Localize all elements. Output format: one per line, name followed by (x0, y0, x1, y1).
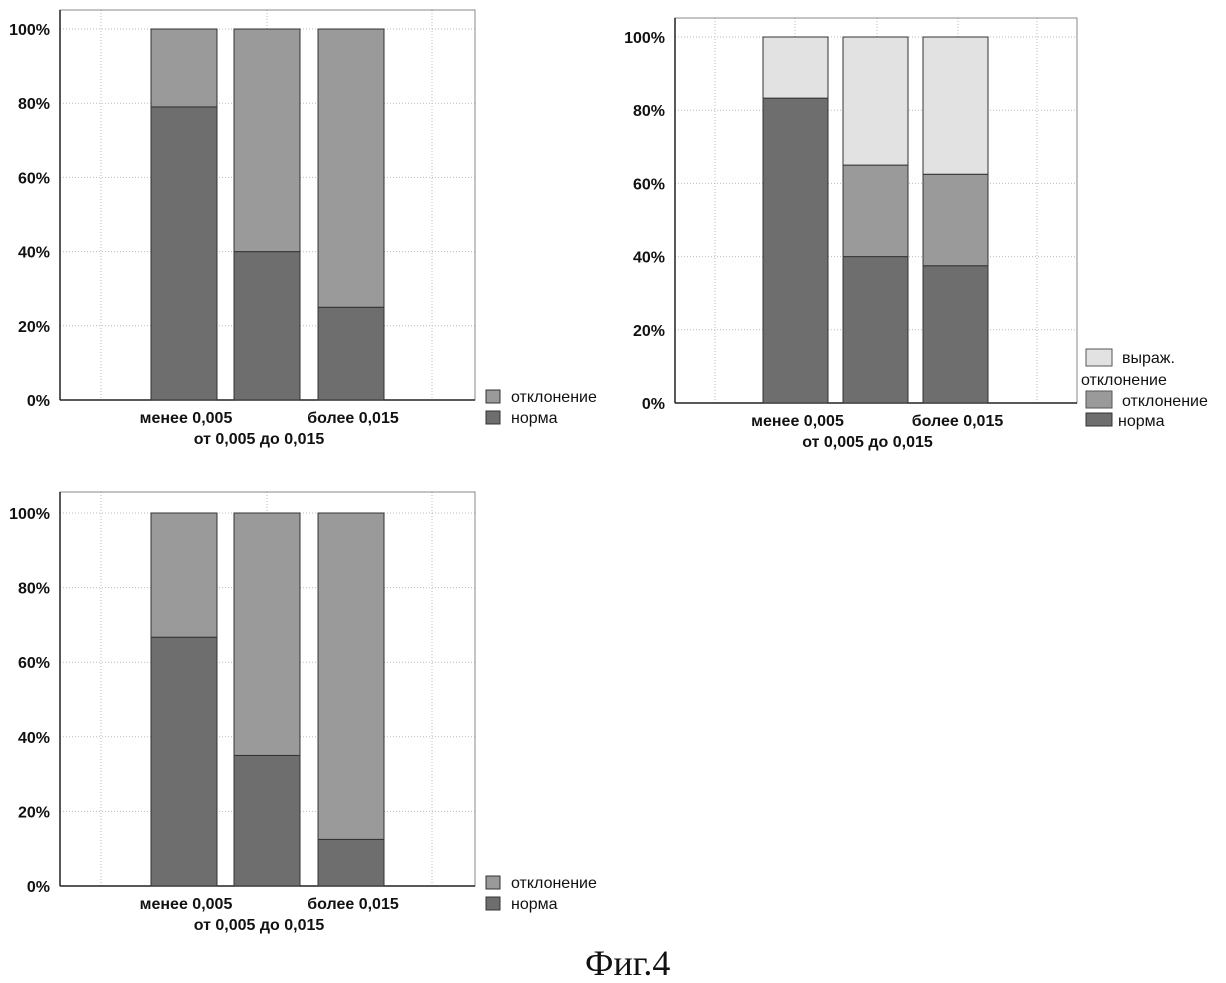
bar-segment-otklonenie (318, 513, 384, 839)
chart-1: 0% 20% 40% 60% 80% 100% менее 0,005 более 0,015… (9, 10, 597, 448)
bar-segment-otklonenie (843, 165, 908, 257)
bar-segment-norma (318, 839, 384, 886)
legend-swatch-vyrazh-otklonenie (1086, 349, 1112, 366)
bar-segment-norma (843, 257, 908, 403)
bar-segment-otklonenie (234, 513, 300, 755)
y-tick-label: 80% (18, 96, 50, 113)
y-tick-label: 0% (642, 396, 665, 413)
x-tick-label: от 0,005 до 0,015 (194, 431, 325, 448)
y-tick-label: 100% (9, 22, 50, 39)
legend-label: отклонение (1081, 372, 1167, 389)
y-tick-label: 20% (18, 319, 50, 336)
y-tick-label: 100% (624, 30, 665, 47)
legend-label: отклонение (511, 875, 597, 892)
x-tick-label: от 0,005 до 0,015 (802, 434, 933, 451)
legend-label: норма (1118, 413, 1165, 430)
legend-swatch-norma (486, 411, 500, 424)
bar-segment-otklonenie (923, 174, 988, 266)
y-tick-label: 60% (633, 176, 665, 193)
figure-caption: Фиг.4 (585, 943, 670, 983)
bar-segment-norma (151, 107, 217, 400)
bar-segment-otklonenie (151, 29, 217, 107)
legend-label: отклонение (1122, 393, 1208, 410)
legend-swatch-otklonenie (486, 876, 500, 889)
legend-swatch-otklonenie (1086, 391, 1112, 408)
y-tick-label: 80% (633, 103, 665, 120)
bar-segment-otklonenie (318, 29, 384, 307)
x-tick-label: менее 0,005 (140, 896, 233, 913)
chart-3: 0% 20% 40% 60% 80% 100% менее 0,005 более 0,015… (9, 492, 597, 934)
bar-segment-norma (151, 637, 217, 886)
x-tick-label: менее 0,005 (140, 410, 233, 427)
figure-canvas: Фиг.4 0% 20% 40% 60% 80% 100% менее 0,005 более… (0, 0, 1226, 983)
y-tick-label: 80% (18, 581, 50, 598)
bar-segment-otklonenie (151, 513, 217, 637)
legend-label: выраж. (1122, 350, 1175, 367)
bar-segment-otklonenie (234, 29, 300, 252)
bar-segment-norma (234, 252, 300, 400)
x-tick-label: более 0,015 (912, 413, 1004, 430)
x-tick-label: менее 0,005 (751, 413, 844, 430)
y-tick-label: 40% (633, 250, 665, 267)
chart-2: 0% 20% 40% 60% 80% 100% менее 0,005 более 0,015… (624, 18, 1208, 451)
y-tick-label: 60% (18, 655, 50, 672)
y-tick-label: 0% (27, 393, 50, 410)
legend-label: отклонение (511, 389, 597, 406)
bar-segment-norma (923, 266, 988, 403)
y-tick-label: 100% (9, 506, 50, 523)
y-tick-label: 40% (18, 245, 50, 262)
legend-swatch-otklonenie (486, 390, 500, 403)
x-tick-label: от 0,005 до 0,015 (194, 917, 325, 934)
bar-segment-vyrazh-otklonenie (923, 37, 988, 174)
legend-label: норма (511, 896, 558, 913)
x-tick-label: более 0,015 (307, 410, 399, 427)
y-tick-label: 0% (27, 879, 50, 896)
y-tick-label: 20% (18, 804, 50, 821)
legend-swatch-norma (486, 897, 500, 910)
y-tick-label: 40% (18, 730, 50, 747)
bar-segment-vyrazh-otklonenie (763, 37, 828, 98)
x-tick-label: более 0,015 (307, 896, 399, 913)
y-tick-label: 20% (633, 323, 665, 340)
bar-segment-norma (234, 755, 300, 886)
bar-segment-norma (318, 307, 384, 400)
y-tick-label: 60% (18, 170, 50, 187)
bar-segment-norma (763, 98, 828, 403)
legend-swatch-norma (1086, 413, 1112, 426)
legend-label: норма (511, 410, 558, 427)
bar-segment-vyrazh-otklonenie (843, 37, 908, 165)
